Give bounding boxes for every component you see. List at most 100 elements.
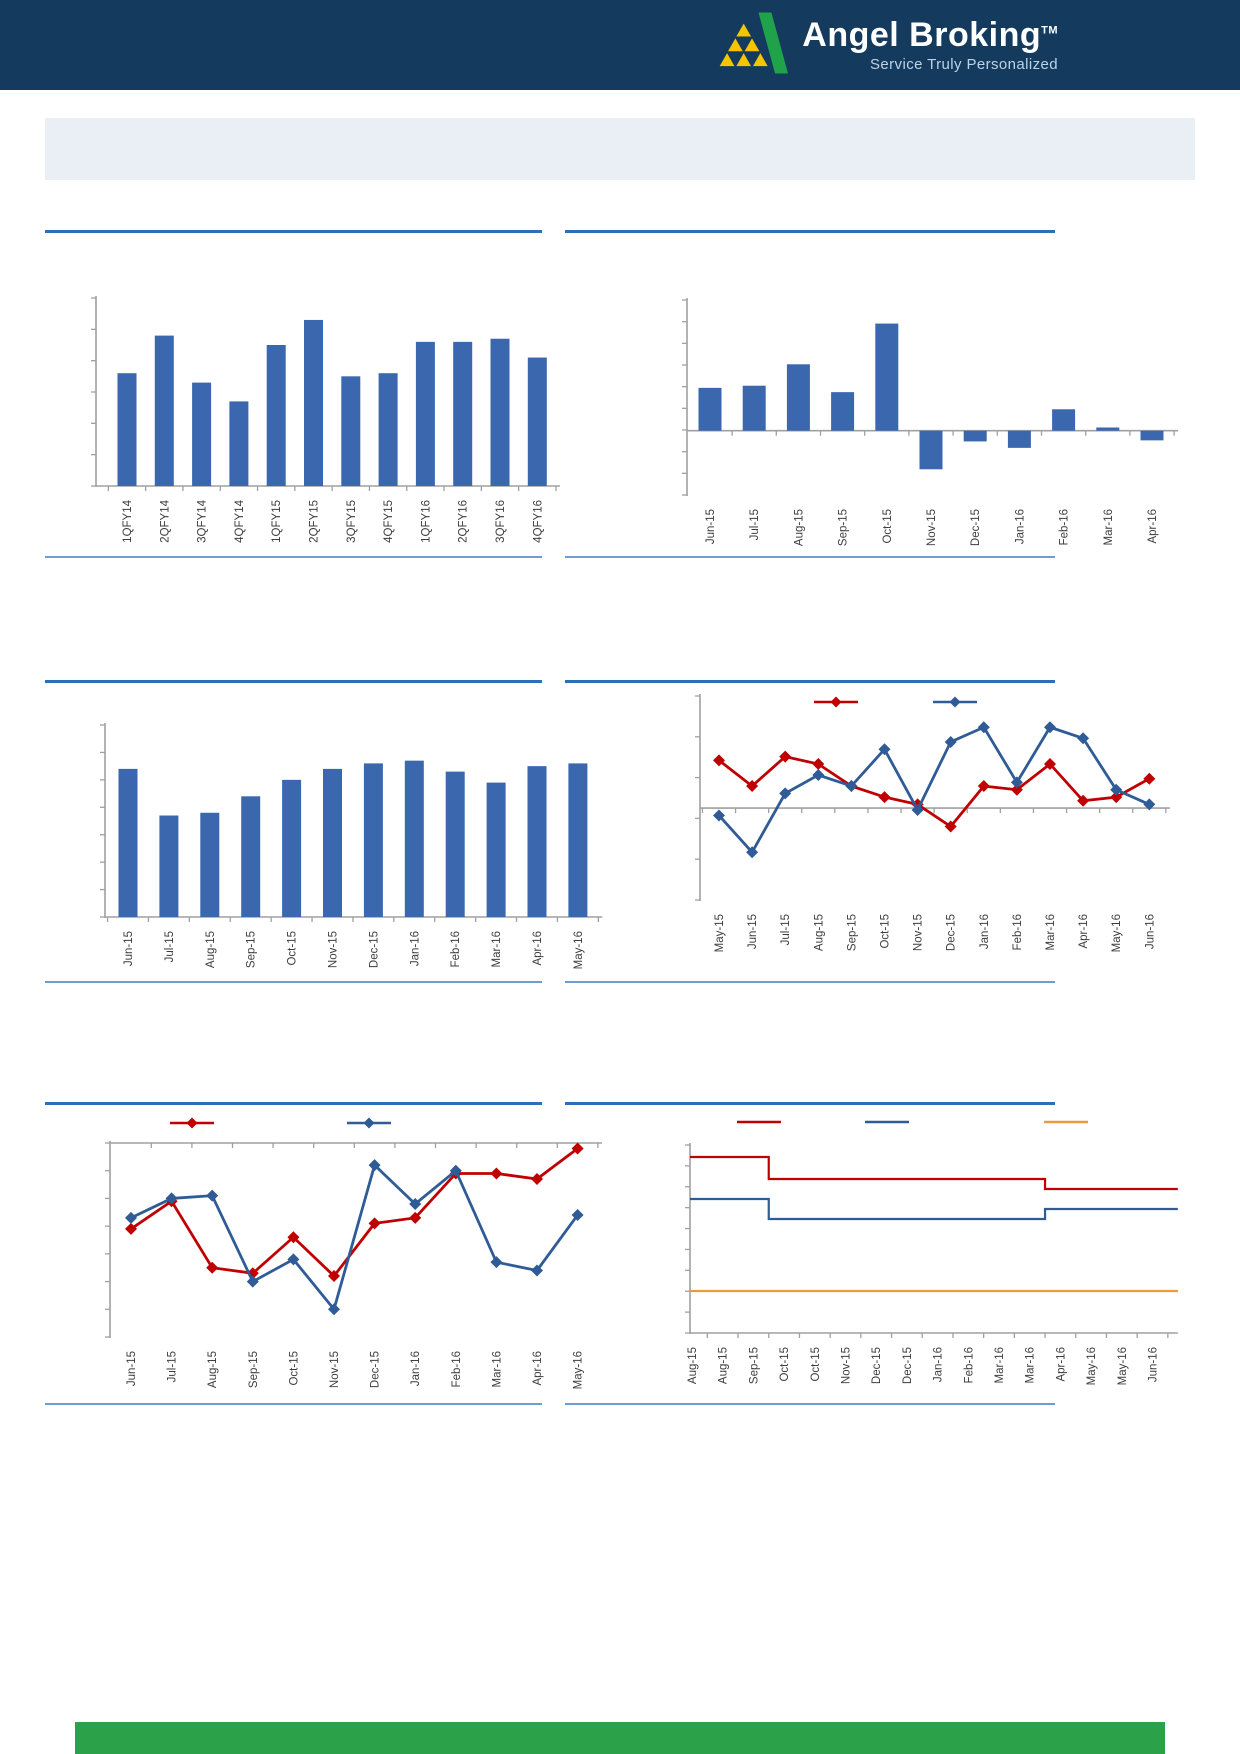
svg-text:May-16: May-16 [573,931,585,969]
svg-text:1QFY14: 1QFY14 [122,499,134,542]
svg-text:Aug-15: Aug-15 [718,1347,730,1384]
svg-text:2QFY16: 2QFY16 [458,500,470,543]
three-series-step-line-chart: Aug-15 Aug-15 Sep-15 Oct-15 Oct-15 Nov-15 Dec-… [685,1120,1178,1385]
svg-text:Sep-15: Sep-15 [246,931,258,968]
svg-text:3QFY16: 3QFY16 [495,500,507,543]
svg-text:Sep-15: Sep-15 [838,509,850,546]
svg-text:Apr-16: Apr-16 [532,931,544,966]
svg-text:Apr-16: Apr-16 [1078,914,1090,949]
panel-top-rule [565,1102,1055,1105]
panel-top-rule [45,1102,542,1105]
svg-text:May-16: May-16 [1111,914,1123,952]
svg-text:Jun-15: Jun-15 [747,914,759,949]
two-series-line-chart: May-15 Jun-15 Jul-15 Aug-15 Sep-15 Oct-15 Nov-… [695,694,1170,952]
svg-text:Jan-16: Jan-16 [1014,509,1026,544]
svg-text:Nov-15: Nov-15 [913,914,925,951]
chart-panel-two-line-zero-axis: May-15 Jun-15 Jul-15 Aug-15 Sep-15 Oct-15 Nov-… [565,680,1170,983]
svg-text:1QFY15: 1QFY15 [271,500,283,543]
svg-text:May-15: May-15 [714,914,726,952]
chart-panel-monthly-bars-posneg: Jun-15 Jul-15 Aug-15 Sep-15 Oct-15 Nov-15 Dec-… [565,230,1179,558]
svg-text:3QFY15: 3QFY15 [346,500,358,543]
svg-text:Dec-15: Dec-15 [946,914,958,951]
svg-text:Oct-15: Oct-15 [810,1347,822,1382]
panel-bottom-rule [565,981,1055,983]
header-bar: Angel BrokingTM Service Truly Personaliz… [0,0,1240,90]
svg-text:Dec-15: Dec-15 [902,1347,914,1384]
svg-text:Jun-15: Jun-15 [123,931,135,966]
svg-text:Nov-15: Nov-15 [841,1347,853,1384]
svg-text:Oct-15: Oct-15 [882,509,894,544]
svg-text:Jul-15: Jul-15 [780,914,792,945]
svg-text:2QFY14: 2QFY14 [159,499,171,542]
svg-text:4QFY16: 4QFY16 [532,500,544,543]
svg-text:May-16: May-16 [573,1351,585,1389]
quarterly-bar-chart: 1QFY14 2QFY14 3QFY14 4QFY14 1QFY15 2QFY15 3QFY… [91,296,560,543]
svg-text:Nov-15: Nov-15 [328,931,340,968]
svg-text:Feb-16: Feb-16 [1059,509,1071,545]
svg-text:Dec-15: Dec-15 [970,509,982,546]
svg-text:4QFY14: 4QFY14 [234,499,246,542]
svg-text:3QFY14: 3QFY14 [197,499,209,542]
svg-text:Aug-15: Aug-15 [205,931,217,968]
panel-top-rule [45,230,542,233]
svg-text:Aug-15: Aug-15 [793,509,805,546]
panel-top-rule [565,230,1055,233]
svg-text:Mar-16: Mar-16 [491,931,503,967]
svg-text:Dec-15: Dec-15 [368,931,380,968]
trademark-mark: TM [1041,24,1058,37]
svg-text:Oct-15: Oct-15 [287,931,299,966]
svg-text:Oct-15: Oct-15 [880,914,892,949]
brand-name: Angel BrokingTM [802,15,1058,54]
svg-text:May-16: May-16 [1086,1347,1098,1385]
svg-text:Dec-15: Dec-15 [370,1351,382,1388]
svg-text:Apr-16: Apr-16 [1147,509,1159,544]
panel-bottom-rule [565,1403,1055,1405]
svg-text:Sep-15: Sep-15 [846,914,858,951]
panel-bottom-rule [45,556,542,558]
two-series-line-chart-negative: Jun-15 Jul-15 Aug-15 Sep-15 Oct-15 Nov-15 Dec-… [105,1117,602,1389]
svg-text:Mar-16: Mar-16 [994,1347,1006,1383]
svg-text:2QFY15: 2QFY15 [309,500,321,543]
svg-text:Sep-15: Sep-15 [248,1351,260,1388]
svg-text:Aug-15: Aug-15 [207,1351,219,1388]
monthly-bar-chart-posneg: Jun-15 Jul-15 Aug-15 Sep-15 Oct-15 Nov-15 Dec-… [682,298,1179,546]
svg-text:Nov-15: Nov-15 [329,1351,341,1388]
svg-text:Nov-15: Nov-15 [926,509,938,546]
chart-panel-monthly-bars: Jun-15 Jul-15 Aug-15 Sep-15 Oct-15 Nov-15 Dec-… [45,680,603,983]
svg-text:Jun-16: Jun-16 [1148,1347,1160,1382]
title-banner [45,118,1195,180]
monthly-bar-chart: Jun-15 Jul-15 Aug-15 Sep-15 Oct-15 Nov-15 Dec-… [100,723,603,969]
svg-text:Jul-15: Jul-15 [749,509,761,540]
svg-text:Oct-15: Oct-15 [288,1351,300,1386]
svg-text:Feb-16: Feb-16 [1012,914,1024,950]
panel-bottom-rule [45,981,542,983]
svg-text:Apr-16: Apr-16 [1055,1347,1067,1382]
angel-broking-logo: Angel BrokingTM Service Truly Personaliz… [716,8,1058,83]
svg-text:Jan-16: Jan-16 [979,914,991,949]
svg-text:Mar-16: Mar-16 [1045,914,1057,950]
svg-text:Aug-15: Aug-15 [813,914,825,951]
chart-panel-two-line-top-axis: Jun-15 Jul-15 Aug-15 Sep-15 Oct-15 Nov-15 Dec-… [45,1102,602,1405]
svg-text:Feb-16: Feb-16 [450,931,462,967]
svg-text:Sep-15: Sep-15 [748,1347,760,1384]
svg-text:Oct-15: Oct-15 [779,1347,791,1382]
svg-text:Jan-16: Jan-16 [410,1351,422,1386]
svg-text:Jun-15: Jun-15 [705,509,717,544]
brand-tagline: Service Truly Personalized [870,55,1058,73]
svg-text:Jun-15: Jun-15 [126,1351,138,1386]
svg-text:Dec-15: Dec-15 [871,1347,883,1384]
svg-text:Jan-16: Jan-16 [409,931,421,966]
svg-text:4QFY15: 4QFY15 [383,500,395,543]
svg-text:May-16: May-16 [1117,1347,1129,1385]
svg-text:Apr-16: Apr-16 [532,1351,544,1386]
footer-green-bar [75,1722,1165,1754]
panel-bottom-rule [45,1403,542,1405]
svg-text:Jan-16: Jan-16 [933,1347,945,1382]
angel-broking-logo-icon [716,8,789,83]
svg-text:Feb-16: Feb-16 [451,1351,463,1387]
svg-text:Feb-16: Feb-16 [963,1347,975,1383]
panel-top-rule [565,680,1055,683]
chart-panel-step-lines: Aug-15 Aug-15 Sep-15 Oct-15 Oct-15 Nov-15 Dec-… [565,1102,1178,1405]
chart-panel-quarterly-bars: 1QFY14 2QFY14 3QFY14 4QFY14 1QFY15 2QFY15 3QFY… [45,230,560,558]
